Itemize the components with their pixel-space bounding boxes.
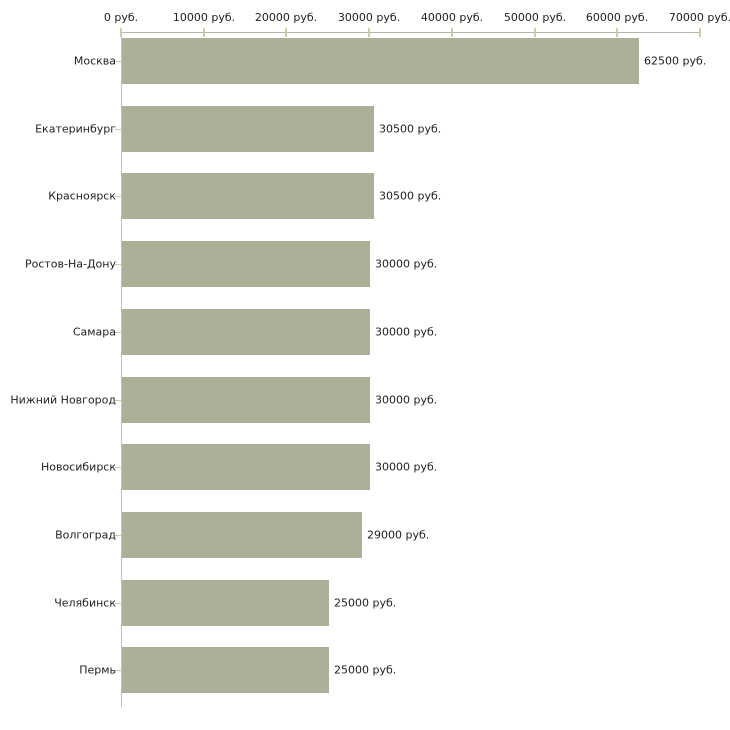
x-tick-mark	[699, 28, 701, 37]
y-tick-mark	[115, 670, 121, 671]
y-tick-mark	[115, 467, 121, 468]
category-label: Красноярск	[48, 189, 116, 203]
x-tick-label: 0 руб.	[103, 11, 139, 24]
y-tick-mark	[115, 603, 121, 604]
value-label: 30000 руб.	[375, 325, 438, 339]
bar	[122, 377, 370, 423]
x-tick-mark	[203, 28, 205, 37]
category-label: Ростов-На-Дону	[24, 257, 116, 271]
value-label: 30000 руб.	[375, 460, 438, 474]
value-label: 62500 руб.	[644, 54, 707, 68]
category-label: Москва	[73, 54, 116, 68]
x-axis-line	[121, 32, 701, 33]
x-tick-mark	[451, 28, 453, 37]
y-tick-mark	[115, 535, 121, 536]
y-axis-line	[121, 32, 122, 707]
value-label: 29000 руб.	[367, 528, 430, 542]
y-tick-mark	[115, 61, 121, 62]
x-tick-label: 60000 руб.	[585, 11, 649, 24]
value-label: 30000 руб.	[375, 257, 438, 271]
value-label: 25000 руб.	[334, 663, 397, 677]
x-tick-mark	[534, 28, 536, 37]
bar	[122, 309, 370, 355]
x-tick-mark	[616, 28, 618, 37]
x-tick-label: 40000 руб.	[420, 11, 484, 24]
category-label: Волгоград	[55, 528, 116, 542]
y-tick-mark	[115, 129, 121, 130]
bar	[122, 106, 374, 152]
x-tick-label: 30000 руб.	[337, 11, 401, 24]
y-tick-mark	[115, 264, 121, 265]
bar	[122, 647, 329, 693]
bar	[122, 444, 370, 490]
bar	[122, 173, 374, 219]
category-label: Пермь	[79, 663, 116, 677]
x-tick-label: 20000 руб.	[254, 11, 318, 24]
x-tick-mark	[368, 28, 370, 37]
x-tick-mark	[120, 28, 122, 37]
category-label: Челябинск	[54, 596, 116, 610]
value-label: 30500 руб.	[379, 189, 442, 203]
value-label: 25000 руб.	[334, 596, 397, 610]
category-label: Нижний Новгород	[10, 393, 116, 407]
bar	[122, 241, 370, 287]
x-tick-mark	[285, 28, 287, 37]
y-tick-mark	[115, 400, 121, 401]
bar	[122, 512, 362, 558]
y-tick-mark	[115, 196, 121, 197]
bar	[122, 580, 329, 626]
category-label: Екатеринбург	[35, 122, 116, 136]
value-label: 30500 руб.	[379, 122, 442, 136]
x-tick-label: 50000 руб.	[503, 11, 567, 24]
value-label: 30000 руб.	[375, 393, 438, 407]
x-tick-label: 70000 руб.	[668, 11, 730, 24]
y-tick-mark	[115, 332, 121, 333]
category-label: Самара	[72, 325, 116, 339]
x-tick-label: 10000 руб.	[172, 11, 236, 24]
bar	[122, 38, 639, 84]
category-label: Новосибирск	[40, 460, 116, 474]
